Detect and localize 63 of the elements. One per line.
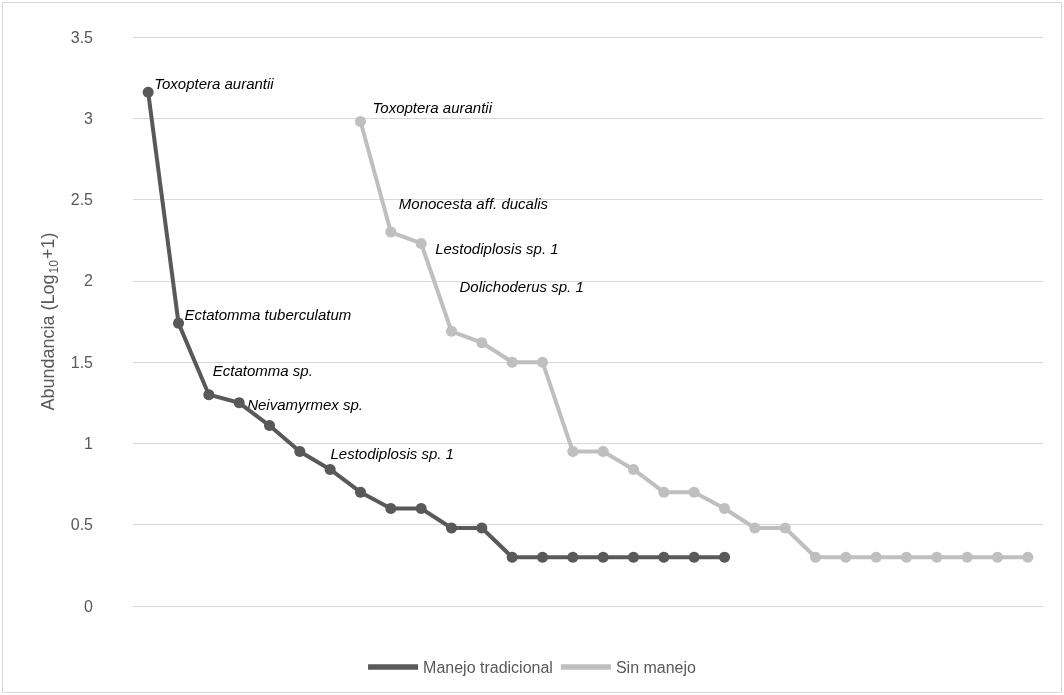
point (203, 389, 215, 401)
point (567, 446, 579, 458)
annotation: Lestodiplosis sp. 1 (330, 445, 454, 463)
point (961, 551, 973, 563)
point (688, 486, 700, 498)
point (840, 551, 852, 563)
annotation: Dolichoderus sp. 1 (459, 278, 584, 296)
point (264, 420, 275, 432)
annotation: Monocesta aff. ducalis (398, 195, 549, 213)
annotation: Toxoptera aurantii (154, 75, 275, 93)
point (901, 551, 912, 563)
point (658, 486, 670, 498)
legend-label: Manejo tradicional (423, 658, 553, 676)
y-tick-label: 3 (84, 109, 94, 127)
y-tick-label: 0 (84, 597, 94, 615)
point (476, 337, 488, 349)
y-tick-label: 2 (84, 272, 94, 290)
y-tick-label: 0.5 (70, 516, 94, 534)
point (992, 551, 1003, 563)
point (688, 551, 700, 563)
annotation: Ectatomma tuberculatum (184, 306, 352, 324)
point (506, 551, 518, 563)
point (870, 551, 882, 563)
point (476, 522, 488, 534)
annotation: Lestodiplosis sp. 1 (435, 240, 559, 258)
y-tick-label: 3.5 (70, 28, 94, 46)
point (537, 551, 548, 563)
point (719, 502, 730, 514)
point (749, 522, 761, 534)
annotation: Ectatomma sp. (212, 361, 313, 379)
annotation: Neivamyrmex sp. (247, 395, 364, 413)
point (233, 397, 245, 409)
point (506, 356, 518, 368)
point (658, 551, 670, 563)
point (1022, 551, 1034, 563)
legend-label: Sin manejo (615, 658, 697, 676)
point (931, 551, 943, 563)
point (446, 522, 457, 534)
y-tick-label: 1 (84, 434, 94, 452)
point (446, 325, 457, 337)
point (719, 551, 730, 563)
point (294, 446, 306, 458)
point (597, 551, 609, 563)
point (597, 446, 609, 458)
point (810, 551, 821, 563)
point (385, 226, 397, 238)
point (537, 356, 548, 368)
y-tick-label: 1.5 (70, 353, 94, 371)
point (779, 522, 791, 534)
point (324, 463, 336, 475)
point (567, 551, 579, 563)
point (355, 116, 366, 128)
point (628, 551, 639, 563)
point (385, 502, 397, 514)
point (415, 502, 427, 514)
point (628, 463, 639, 475)
annotation: Toxoptera aurantii (372, 98, 493, 116)
point (355, 486, 366, 498)
y-axis-title: Abundancia (Log10+1) (37, 232, 61, 411)
point (173, 317, 184, 329)
y-tick-label: 2.5 (70, 191, 94, 209)
point (415, 237, 427, 249)
point (142, 86, 154, 98)
